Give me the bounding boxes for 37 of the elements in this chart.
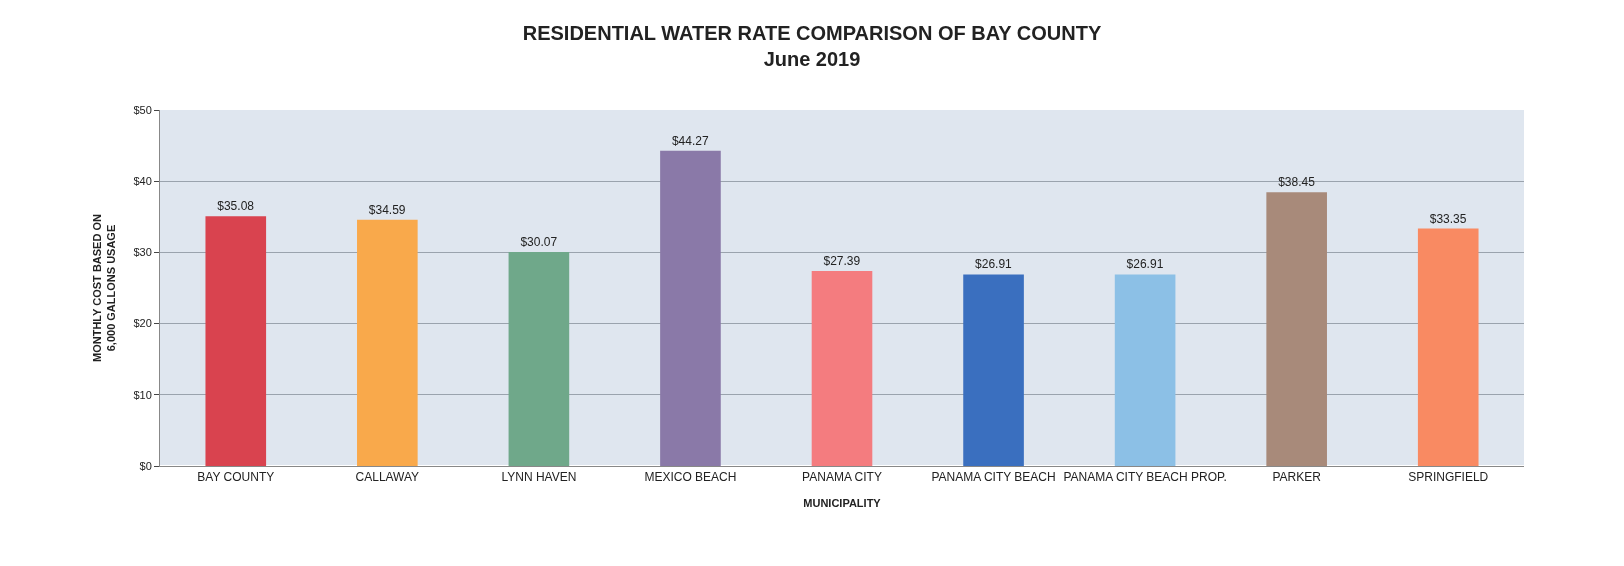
y-tick-label: $20 xyxy=(133,317,152,330)
data-label: $26.91 xyxy=(1126,257,1164,272)
bar xyxy=(1417,228,1479,466)
bar xyxy=(1114,274,1176,466)
x-tick-label: CALLAWAY xyxy=(355,470,420,485)
y-tick-label: $40 xyxy=(133,175,152,188)
bar xyxy=(508,251,570,466)
bar xyxy=(963,274,1024,466)
chart-subtitle: June 2019 xyxy=(763,47,861,70)
y-tick-label: $0 xyxy=(139,459,152,472)
x-tick-label: PANAMA CITY BEACH PROP. xyxy=(1063,470,1227,485)
bar xyxy=(811,270,873,466)
x-axis-title: MUNICIPALITY xyxy=(803,496,882,509)
y-axis-title: MONTHLY COST BASED ON 6,000 GALLONS USAGE xyxy=(90,213,118,362)
data-label: $30.07 xyxy=(520,234,558,249)
data-label: $34.59 xyxy=(368,202,406,217)
bar xyxy=(205,216,267,466)
x-tick-label: PANAMA CITY BEACH xyxy=(931,470,1056,485)
bar xyxy=(660,150,721,466)
data-label: $38.45 xyxy=(1278,175,1316,190)
x-tick-label: PARKER xyxy=(1272,470,1322,485)
bar xyxy=(1266,192,1327,466)
data-label: $26.91 xyxy=(975,257,1013,272)
data-label: $35.08 xyxy=(217,199,255,214)
data-label: $27.39 xyxy=(823,253,861,268)
chart-title: RESIDENTIAL WATER RATE COMPARISON OF BAY COUNTY xyxy=(522,21,1102,44)
x-tick-label: SPRINGFIELD xyxy=(1408,470,1489,485)
y-tick-label: $50 xyxy=(133,103,152,116)
x-tick-label: LYNN HAVEN xyxy=(501,470,577,485)
data-label: $44.27 xyxy=(671,133,709,148)
y-tick-label: $30 xyxy=(133,246,152,259)
y-tick-label: $10 xyxy=(133,388,152,401)
data-label: $33.35 xyxy=(1429,211,1467,226)
x-tick-label: MEXICO BEACH xyxy=(644,470,737,485)
x-tick-label: PANAMA CITY xyxy=(802,470,882,485)
x-tick-label: BAY COUNTY xyxy=(197,470,275,485)
bar xyxy=(357,219,418,466)
